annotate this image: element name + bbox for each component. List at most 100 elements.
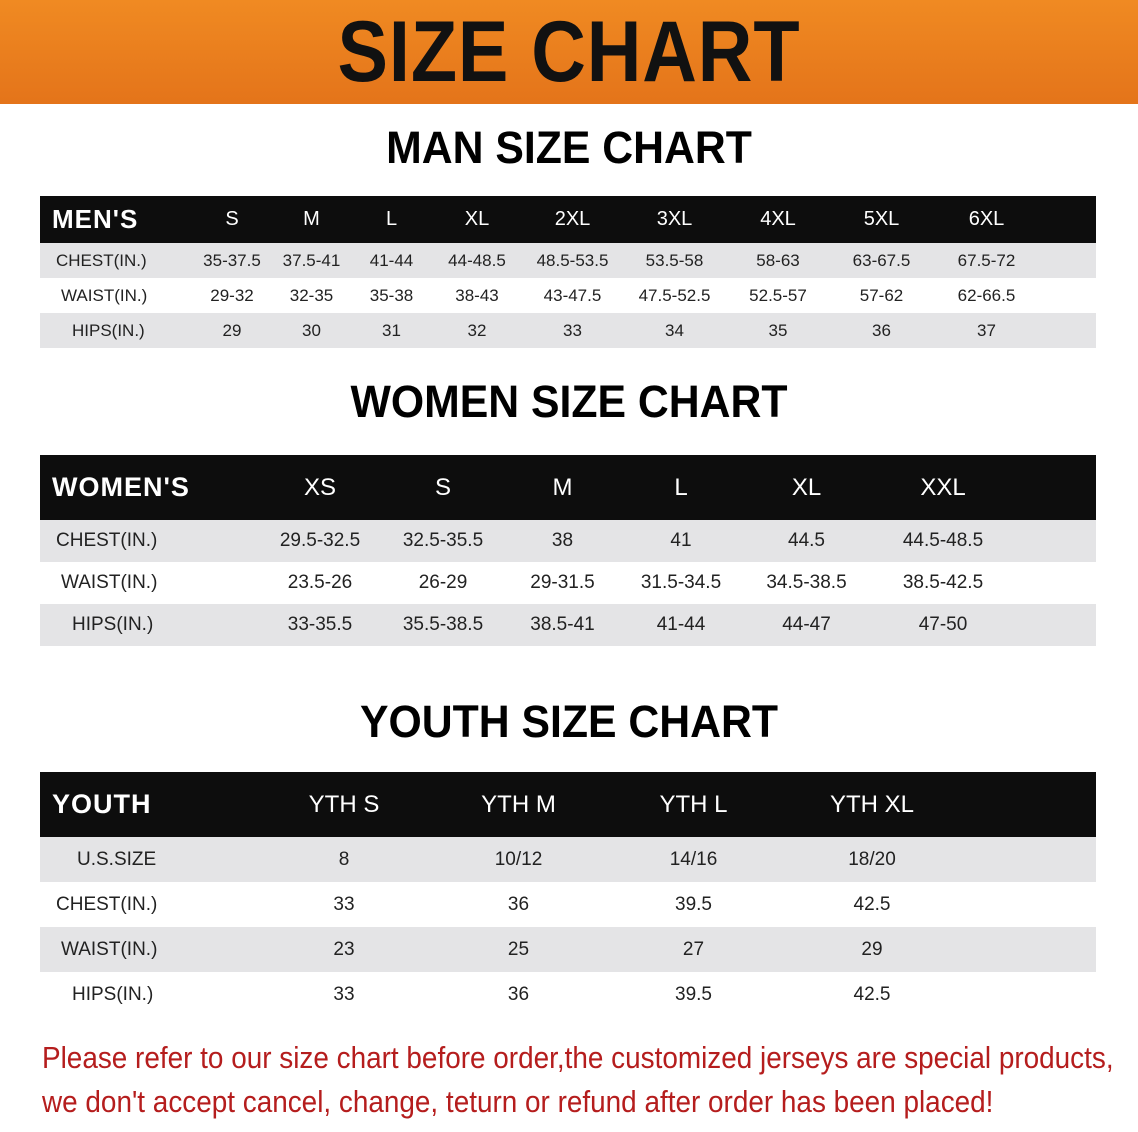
measurement-cell: 43-47.5 xyxy=(543,285,602,305)
measurement-cell: 29 xyxy=(782,927,962,972)
size-header: YTH M xyxy=(432,772,605,837)
table-row: WAIST(IN.) 23 25 27 29 xyxy=(40,927,1096,972)
measurement-cell: 23 xyxy=(256,927,432,972)
size-header: YTH L xyxy=(605,772,782,837)
measurement-cell: 26-29 xyxy=(418,572,468,593)
measurement-cell: 41-44 xyxy=(351,243,432,278)
notice-line-2: we don't accept cancel, change, teturn o… xyxy=(42,1084,994,1119)
row-label: HIPS(IN.) xyxy=(40,313,192,348)
size-header: S xyxy=(382,455,504,520)
table-row: CHEST(IN.) 29.5-32.5 32.5-35.5 38 41 44.5 44.5… xyxy=(40,520,1096,562)
size-header: XS xyxy=(258,455,382,520)
row-label: WAIST(IN.) xyxy=(61,285,148,305)
row-label: CHEST(IN.) xyxy=(40,520,258,562)
size-header: S xyxy=(192,196,272,243)
size-header: M xyxy=(504,455,621,520)
youth-size-table: YOUTH YTH S YTH M YTH L YTH XL U.S.SIZE 8 10/12… xyxy=(40,772,1096,1017)
measurement-cell: 44-48.5 xyxy=(432,243,522,278)
measurement-cell: 31.5-34.5 xyxy=(640,572,722,593)
measurement-cell: 38.5-41 xyxy=(504,604,621,646)
size-header: 5XL xyxy=(830,196,933,243)
size-header: YTH S xyxy=(256,772,432,837)
measurement-cell: 36 xyxy=(507,893,530,915)
measurement-cell: 39.5 xyxy=(675,893,712,915)
men-size-table: MEN'S S M L XL 2XL 3XL 4XL 5XL 6XL CHEST(IN.) 35-37… xyxy=(40,196,1096,348)
size-header: M xyxy=(272,196,351,243)
size-header: XL xyxy=(741,455,872,520)
measurement-cell: 47.5-52.5 xyxy=(638,285,711,305)
measurement-cell: 29.5-32.5 xyxy=(258,520,382,562)
measurement-cell: 32-35 xyxy=(289,285,334,305)
measurement-cell: 29 xyxy=(192,313,272,348)
measurement-cell: 58-63 xyxy=(726,243,830,278)
measurement-cell: 42.5 xyxy=(853,983,891,1005)
measurement-cell: 44.5-48.5 xyxy=(872,520,1014,562)
measurement-cell: 44.5 xyxy=(741,520,872,562)
size-header: XL xyxy=(432,196,522,243)
measurement-cell: 38.5-42.5 xyxy=(902,572,984,593)
table-row: WAIST(IN.) 29-32 32-35 35-38 38-43 43-47.5 47.… xyxy=(40,278,1096,313)
table-row: U.S.SIZE 8 10/12 14/16 18/20 xyxy=(40,837,1096,882)
measurement-cell: 57-62 xyxy=(859,285,904,305)
measurement-cell: 63-67.5 xyxy=(830,243,933,278)
size-header: 3XL xyxy=(623,196,726,243)
size-chart-banner: SIZE CHART xyxy=(0,0,1138,104)
measurement-cell: 32.5-35.5 xyxy=(382,520,504,562)
row-label: WAIST(IN.) xyxy=(61,572,158,593)
measurement-cell: 30 xyxy=(272,313,351,348)
measurement-cell: 33 xyxy=(333,983,355,1005)
measurement-cell: 52.5-57 xyxy=(749,285,807,305)
table-row: CHEST(IN.) 33 36 39.5 42.5 xyxy=(40,882,1096,927)
table-row: HIPS(IN.) 33 36 39.5 42.5 xyxy=(40,972,1096,1017)
table-label: WOMEN'S xyxy=(40,455,258,520)
measurement-cell: 47-50 xyxy=(872,604,1014,646)
women-section-title: WOMEN SIZE CHART xyxy=(350,376,788,427)
size-header: 4XL xyxy=(726,196,830,243)
measurement-cell: 23.5-26 xyxy=(287,572,353,593)
size-header: YTH XL xyxy=(782,772,962,837)
measurement-cell: 37 xyxy=(933,313,1040,348)
table-label: YOUTH xyxy=(40,772,256,837)
order-notice: Please refer to our size chart before or… xyxy=(42,1036,1114,1124)
measurement-cell: 67.5-72 xyxy=(933,243,1040,278)
measurement-cell: 34.5-38.5 xyxy=(766,572,847,593)
table-label: MEN'S xyxy=(40,196,192,243)
measurement-cell: 62-66.5 xyxy=(957,285,1016,305)
measurement-cell: 36 xyxy=(507,983,530,1005)
measurement-cell: 32 xyxy=(432,313,522,348)
measurement-cell: 36 xyxy=(830,313,933,348)
row-label: U.S.SIZE xyxy=(40,837,256,882)
measurement-cell: 33 xyxy=(333,893,355,915)
measurement-cell: 25 xyxy=(432,927,605,972)
table-row: HIPS(IN.) 33-35.5 35.5-38.5 38.5-41 41-44 44-… xyxy=(40,604,1096,646)
measurement-cell: 18/20 xyxy=(782,837,962,882)
measurement-cell: 48.5-53.5 xyxy=(522,243,623,278)
women-header-row: WOMEN'S XS S M L XL XXL xyxy=(40,455,1096,520)
row-label: HIPS(IN.) xyxy=(40,604,258,646)
measurement-cell: 29-32 xyxy=(210,285,254,305)
measurement-cell: 8 xyxy=(256,837,432,882)
table-row: HIPS(IN.) 29 30 31 32 33 34 35 36 37 xyxy=(40,313,1096,348)
measurement-cell: 14/16 xyxy=(605,837,782,882)
row-label: HIPS(IN.) xyxy=(72,983,154,1005)
measurement-cell: 44-47 xyxy=(741,604,872,646)
measurement-cell: 35 xyxy=(726,313,830,348)
size-header: L xyxy=(351,196,432,243)
measurement-cell: 42.5 xyxy=(853,893,891,915)
youth-section-title: YOUTH SIZE CHART xyxy=(359,696,778,747)
measurement-cell: 35.5-38.5 xyxy=(382,604,504,646)
measurement-cell: 29-31.5 xyxy=(530,572,595,593)
measurement-cell: 41-44 xyxy=(621,604,741,646)
men-header-row: MEN'S S M L XL 2XL 3XL 4XL 5XL 6XL xyxy=(40,196,1096,243)
size-header: 2XL xyxy=(522,196,623,243)
size-header: 6XL xyxy=(933,196,1040,243)
table-row: WAIST(IN.) 23.5-26 26-29 29-31.5 31.5-34.5 34… xyxy=(40,562,1096,604)
banner-title: SIZE CHART xyxy=(337,4,801,100)
measurement-cell: 27 xyxy=(605,927,782,972)
women-size-table: WOMEN'S XS S M L XL XXL CHEST(IN.) 29.5-32.5 32.5… xyxy=(40,455,1096,646)
size-header: XXL xyxy=(872,455,1014,520)
measurement-cell: 33-35.5 xyxy=(258,604,382,646)
measurement-cell: 35-37.5 xyxy=(192,243,272,278)
measurement-cell: 35-38 xyxy=(369,285,414,305)
men-section-title: MAN SIZE CHART xyxy=(386,122,752,173)
